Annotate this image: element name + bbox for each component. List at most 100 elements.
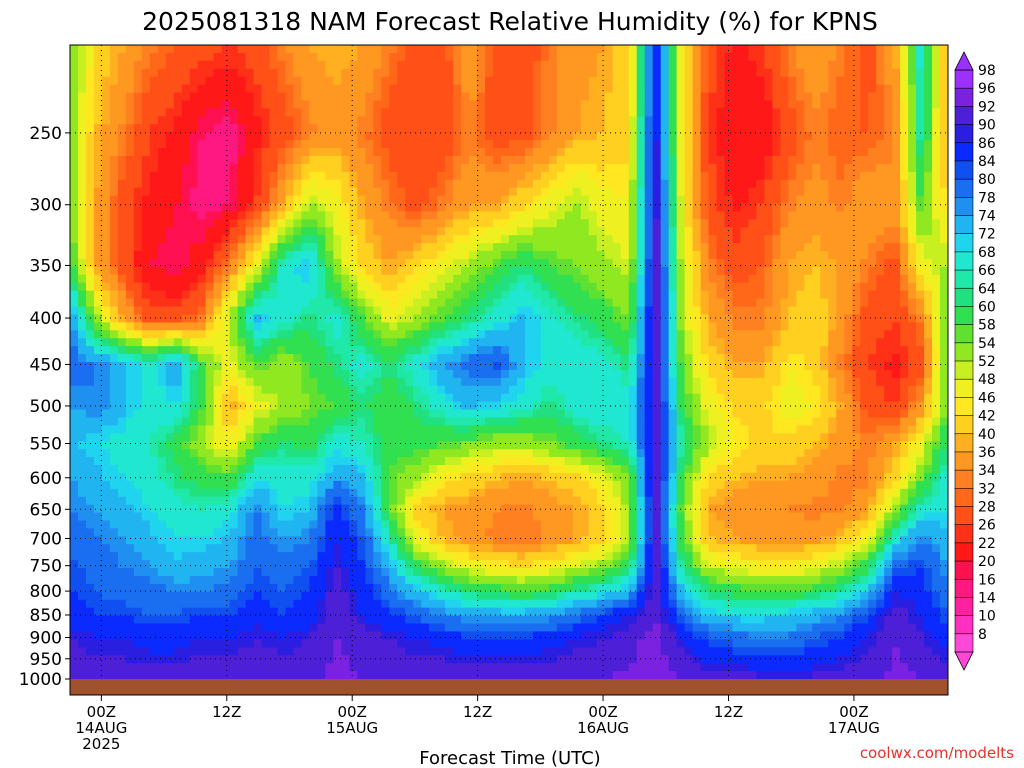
rh-cell bbox=[732, 100, 742, 109]
rh-cell bbox=[660, 377, 670, 387]
rh-cell bbox=[860, 298, 869, 308]
rh-cell bbox=[884, 187, 893, 197]
rh-cell bbox=[716, 140, 726, 149]
rh-cell bbox=[501, 45, 510, 54]
rh-cell bbox=[437, 290, 446, 300]
rh-cell bbox=[109, 290, 119, 300]
rh-cell bbox=[453, 354, 462, 363]
rh-cell bbox=[269, 314, 279, 323]
rh-cell bbox=[788, 76, 797, 86]
rh-cell bbox=[836, 330, 845, 339]
rh-cell bbox=[556, 385, 566, 395]
rh-cell bbox=[317, 163, 327, 173]
rh-cell bbox=[125, 338, 135, 347]
rh-cell bbox=[932, 179, 941, 189]
rh-cell bbox=[732, 282, 742, 292]
rh-cell bbox=[397, 251, 406, 260]
rh-cell bbox=[141, 243, 151, 252]
rh-cell bbox=[836, 211, 845, 220]
rh-cell bbox=[540, 290, 550, 300]
rh-cell bbox=[293, 314, 303, 323]
rh-cell bbox=[732, 203, 742, 213]
rh-cell bbox=[604, 346, 614, 355]
rh-cell bbox=[397, 195, 406, 205]
rh-cell bbox=[453, 211, 462, 220]
rh-cell bbox=[620, 274, 630, 284]
rh-cell bbox=[724, 171, 734, 181]
rh-cell bbox=[796, 76, 805, 86]
rh-cell bbox=[253, 266, 263, 276]
rh-cell bbox=[229, 100, 239, 109]
rh-cell bbox=[485, 306, 494, 316]
rh-cell bbox=[828, 211, 837, 220]
rh-cell bbox=[668, 155, 678, 165]
rh-cell bbox=[756, 52, 766, 62]
rh-cell bbox=[493, 235, 502, 244]
rh-cell bbox=[93, 298, 103, 308]
rh-cell bbox=[149, 100, 159, 109]
rh-cell bbox=[93, 251, 103, 260]
rh-cell bbox=[860, 282, 869, 292]
rh-cell bbox=[684, 92, 694, 102]
rh-cell bbox=[924, 116, 933, 125]
rh-cell bbox=[109, 282, 119, 292]
rh-cell bbox=[644, 84, 654, 94]
rh-cell bbox=[900, 385, 909, 395]
rh-cell bbox=[333, 219, 342, 228]
rh-cell bbox=[229, 290, 239, 300]
rh-cell bbox=[493, 76, 502, 86]
rh-cell bbox=[117, 116, 127, 125]
rh-cell bbox=[668, 124, 678, 133]
rh-cell bbox=[932, 219, 941, 228]
rh-cell bbox=[668, 354, 678, 363]
rh-cell bbox=[940, 235, 948, 244]
rh-cell bbox=[828, 108, 837, 117]
rh-cell bbox=[317, 274, 327, 284]
rh-cell bbox=[373, 124, 382, 133]
rh-cell bbox=[109, 298, 119, 308]
rh-cell bbox=[285, 155, 295, 165]
rh-cell bbox=[229, 385, 239, 395]
rh-cell bbox=[445, 60, 454, 70]
rh-cell bbox=[117, 330, 127, 339]
rh-cell bbox=[588, 92, 598, 102]
rh-cell bbox=[485, 108, 494, 117]
rh-cell bbox=[876, 108, 885, 117]
rh-cell bbox=[548, 385, 558, 395]
rh-cell bbox=[732, 298, 742, 308]
rh-cell bbox=[636, 385, 646, 395]
rh-cell bbox=[157, 282, 167, 292]
rh-cell bbox=[85, 52, 95, 62]
rh-cell bbox=[173, 258, 183, 268]
rh-cell bbox=[301, 171, 311, 181]
rh-cell bbox=[660, 243, 670, 252]
rh-cell bbox=[916, 298, 925, 308]
rh-cell bbox=[740, 195, 750, 205]
rh-cell bbox=[277, 179, 287, 189]
rh-cell bbox=[868, 251, 877, 260]
rh-cell bbox=[133, 171, 143, 181]
rh-cell bbox=[461, 346, 470, 355]
rh-cell bbox=[652, 266, 662, 276]
rh-cell bbox=[876, 60, 885, 70]
rh-cell bbox=[333, 171, 342, 181]
rh-cell bbox=[612, 52, 622, 62]
rh-cell bbox=[524, 330, 534, 339]
rh-cell bbox=[924, 148, 933, 157]
rh-cell bbox=[341, 45, 350, 54]
rh-cell bbox=[764, 52, 773, 62]
rh-cell bbox=[916, 362, 925, 371]
rh-cell bbox=[301, 330, 311, 339]
rh-cell bbox=[413, 235, 422, 244]
rh-cell bbox=[572, 314, 582, 323]
rh-cell bbox=[149, 258, 159, 268]
rh-cell bbox=[165, 92, 175, 102]
rh-cell bbox=[652, 148, 662, 157]
rh-cell bbox=[101, 346, 111, 355]
rh-cell bbox=[916, 195, 925, 205]
rh-cell bbox=[772, 179, 781, 189]
rh-cell bbox=[173, 393, 183, 403]
rh-cell bbox=[269, 132, 279, 141]
rh-cell bbox=[70, 84, 79, 94]
rh-cell bbox=[748, 124, 758, 133]
